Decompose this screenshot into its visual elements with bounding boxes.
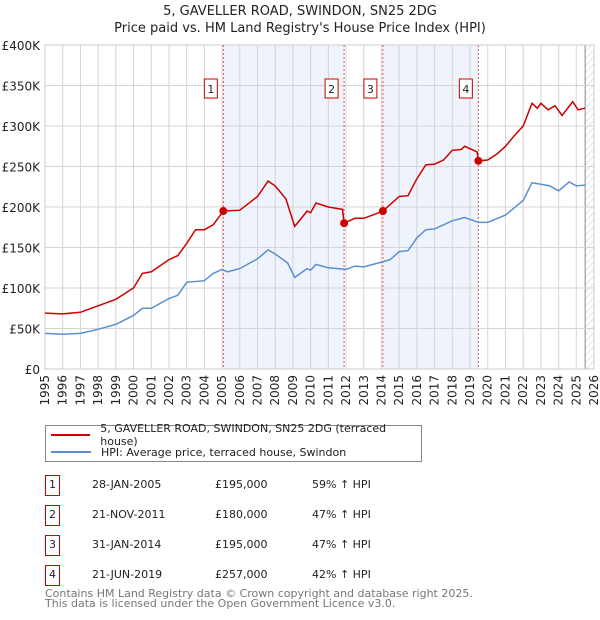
sale-marker-badge: 2	[45, 505, 60, 526]
legend-swatch-blue	[51, 451, 91, 453]
x-tick-label: 2001	[144, 375, 158, 406]
sale-marker-box	[363, 78, 378, 99]
sale-marker-label: 1	[207, 83, 214, 96]
x-tick-label: 2024	[552, 375, 566, 406]
sale-marker-badge: 3	[45, 535, 60, 556]
legend-item-hpi: HPI: Average price, terraced house, Swin…	[51, 444, 346, 460]
sale-price: £195,000	[215, 538, 268, 551]
sale-marker-badge: 1	[45, 475, 60, 496]
x-tick-label: 2020	[481, 375, 495, 406]
transaction-row: 4 21-JUN-2019 £257,000 42% ↑ HPI	[45, 565, 445, 586]
chart: 1995 1996 1997 1998 1999 2000 2001 2002 2003 2004…	[2, 39, 600, 406]
series-line	[44, 180, 586, 335]
hpi-change: 42% ↑ HPI	[312, 568, 371, 581]
y-tick-label: £400K	[2, 39, 42, 53]
y-tick-label: £50K	[9, 323, 41, 337]
sale-point	[219, 207, 228, 216]
sale-point	[340, 219, 349, 228]
y-tick-label: £150K	[2, 242, 42, 256]
hpi-change: 47% ↑ HPI	[312, 508, 371, 521]
sale-marker-box	[458, 78, 473, 99]
y-tick-label: £0	[25, 363, 40, 377]
x-tick-label: 2019	[463, 375, 477, 406]
legend-label: 5, GAVELLER ROAD, SWINDON, SN25 2DG (ter…	[100, 422, 387, 448]
sale-price: £195,000	[215, 478, 268, 491]
legend-item-property: 5, GAVELLER ROAD, SWINDON, SN25 2DG (ter…	[51, 422, 421, 448]
sale-date: 28-JAN-2005	[92, 478, 162, 491]
x-tick-label: 1995	[38, 375, 52, 406]
legend-label: HPI: Average price, terraced house, Swin…	[101, 445, 347, 459]
transaction-row: 3 31-JAN-2014 £195,000 47% ↑ HPI	[45, 535, 445, 556]
x-tick-label: 2007	[251, 375, 265, 406]
sale-point	[378, 207, 387, 216]
x-tick-label: 1999	[109, 375, 123, 406]
x-tick-label: 1997	[73, 375, 87, 406]
transaction-row: 1 28-JAN-2005 £195,000 59% ↑ HPI	[45, 475, 445, 496]
x-tick-label: 2000	[127, 375, 141, 406]
x-tick-label: 2016	[410, 375, 424, 406]
x-tick-label: 2011	[321, 375, 335, 406]
x-tick-label: 2006	[233, 375, 247, 406]
legend-swatch-red	[51, 434, 91, 436]
x-tick-label: 2005	[215, 375, 229, 406]
sale-point	[474, 156, 483, 165]
footer: Contains HM Land Registry data © Crown c…	[45, 587, 473, 610]
y-tick-label: £100K	[2, 282, 42, 296]
x-tick-label: 2018	[445, 375, 459, 406]
y-tick-label: £200K	[2, 201, 42, 215]
footer-line: This data is licensed under the Open Gov…	[45, 597, 396, 610]
sale-marker-badge: 4	[45, 565, 60, 586]
x-tick-label: 2004	[197, 375, 211, 406]
chart-subtitle: Price paid vs. HM Land Registry's House …	[114, 21, 486, 36]
legend: 5, GAVELLER ROAD, SWINDON, SN25 2DG (ter…	[45, 422, 422, 462]
y-tick-label: £350K	[2, 80, 42, 94]
x-tick-label: 1996	[56, 375, 70, 406]
transaction-row: 2 21-NOV-2011 £180,000 47% ↑ HPI	[45, 505, 445, 526]
x-tick-label: 2013	[357, 375, 371, 406]
x-tick-label: 2003	[180, 375, 194, 406]
x-tick-label: 2008	[268, 375, 282, 406]
x-tick-label: 2025	[569, 375, 583, 406]
chart-title: 5, GAVELLER ROAD, SWINDON, SN25 2DG	[163, 4, 437, 19]
y-tick-label: £300K	[2, 120, 42, 134]
hpi-change: 47% ↑ HPI	[312, 538, 371, 551]
series-line	[44, 100, 586, 315]
y-tick-label: £250K	[2, 161, 42, 175]
x-tick-label: 2023	[534, 375, 548, 406]
sale-date: 21-JUN-2019	[92, 568, 163, 581]
sale-date: 21-NOV-2011	[92, 508, 166, 521]
sale-marker-box	[203, 78, 218, 99]
sale-marker-label: 4	[462, 83, 469, 96]
sale-price: £257,000	[215, 568, 268, 581]
x-tick-label: 2009	[286, 375, 300, 406]
x-tick-label: 1998	[91, 375, 105, 406]
sale-date: 31-JAN-2014	[92, 538, 162, 551]
x-tick-label: 2017	[428, 375, 442, 406]
footer-line: Contains HM Land Registry data © Crown c…	[45, 587, 473, 600]
x-tick-label: 2022	[516, 375, 530, 406]
x-tick-label: 2015	[392, 375, 406, 406]
x-tick-label: 2002	[162, 375, 176, 406]
hpi-change: 59% ↑ HPI	[312, 478, 371, 491]
x-tick-label: 2014	[374, 375, 388, 406]
x-tick-label: 2026	[587, 375, 600, 406]
plot-border	[44, 44, 595, 370]
sale-price: £180,000	[215, 508, 268, 521]
sale-marker-label: 3	[367, 83, 374, 96]
x-tick-label: 2021	[498, 375, 512, 406]
x-tick-label: 2012	[339, 375, 353, 406]
x-tick-label: 2010	[304, 375, 318, 406]
sale-marker-box	[324, 78, 339, 99]
sale-marker-label: 2	[328, 83, 335, 96]
